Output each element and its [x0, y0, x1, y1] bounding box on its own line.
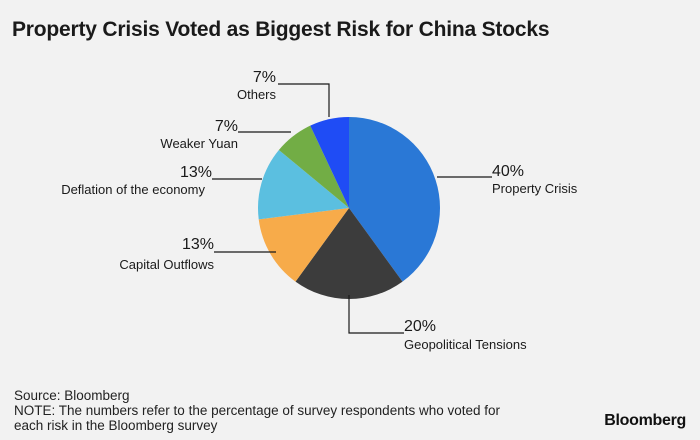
chart-title: Property Crisis Voted as Biggest Risk fo… — [12, 18, 550, 41]
slice-property-crisis — [349, 117, 441, 282]
survey-note-line-1: NOTE: The numbers refer to the percentag… — [14, 403, 501, 418]
slice-geopolitical-tensions — [295, 208, 403, 299]
slice-deflation-of-the-economy — [258, 149, 349, 220]
survey-note-line-2: each risk in the Bloomberg survey — [14, 418, 218, 433]
value-label-geopolitical-tensions: 20% — [404, 318, 436, 335]
bloomberg-logo: Bloomberg — [604, 412, 686, 429]
source-note: Source: Bloomberg — [14, 388, 130, 403]
category-label-deflation-of-the-economy: Deflation of the economy — [61, 182, 205, 197]
slice-others — [310, 117, 349, 208]
slice-weaker-yuan — [278, 125, 349, 208]
value-label-weaker-yuan: 7% — [215, 118, 238, 135]
value-label-property-crisis: 40% — [492, 163, 524, 180]
chart-footer: Source: Bloomberg NOTE: The numbers refe… — [14, 388, 500, 433]
category-label-property-crisis: Property Crisis — [492, 181, 578, 196]
slice-capital-outflows — [258, 208, 349, 282]
pie-slices — [258, 117, 441, 299]
value-label-others: 7% — [253, 69, 276, 86]
leader-line-geopolitical-tensions — [348, 295, 404, 334]
value-label-deflation-of-the-economy: 13% — [180, 164, 212, 181]
category-label-weaker-yuan: Weaker Yuan — [160, 136, 238, 151]
slice-labels: 40%Property Crisis 20% Geopolitical Tensio… — [61, 69, 578, 352]
value-label-capital-outflows: 13% — [182, 236, 214, 253]
category-label-geopolitical-tensions: Geopolitical Tensions — [404, 337, 527, 352]
leader-line-others — [278, 83, 330, 117]
category-label-others: Others — [237, 87, 277, 102]
leader-lines — [212, 83, 492, 334]
category-label-capital-outflows: Capital Outflows — [119, 257, 214, 272]
